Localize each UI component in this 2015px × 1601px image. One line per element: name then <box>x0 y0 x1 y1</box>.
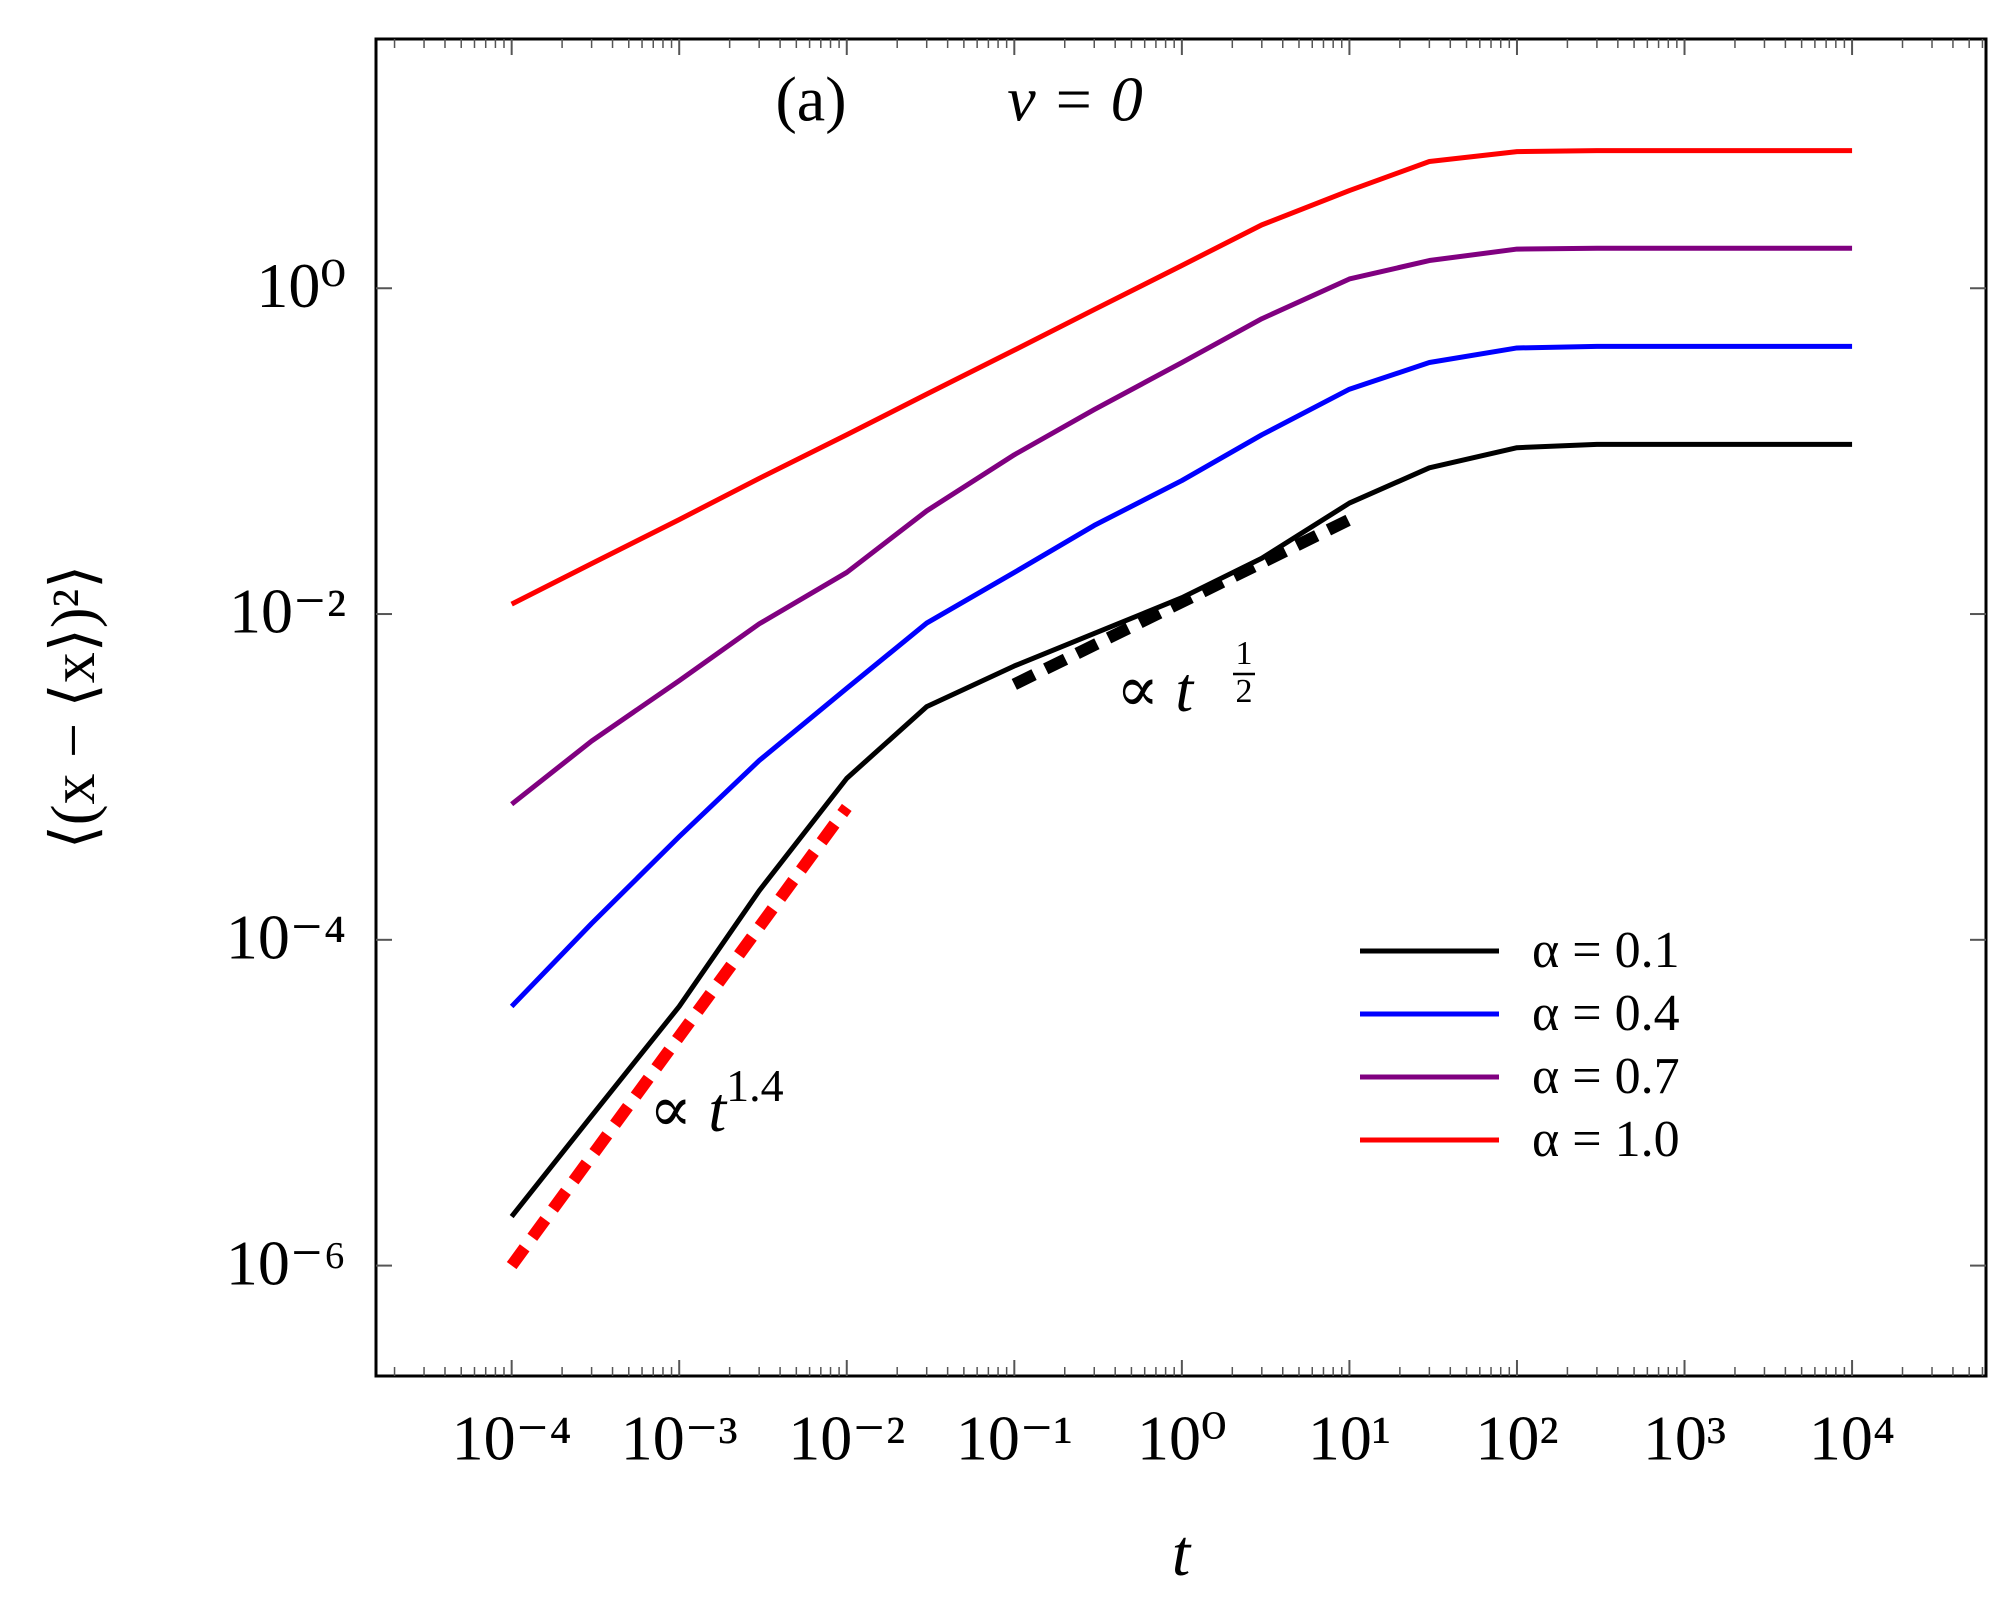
x-tick-label: 10⁴ <box>1809 1403 1895 1474</box>
legend-label: α = 0.4 <box>1532 985 1680 1042</box>
x-tick-label: 10⁰ <box>1137 1403 1227 1474</box>
y-tick-label: 10⁻⁶ <box>226 1227 346 1298</box>
x-tick-label: 10² <box>1475 1403 1558 1474</box>
reference-label: ∝ t1.4 <box>649 1060 784 1145</box>
reference-label-denominator: 2 <box>1236 673 1253 710</box>
reference-label-numerator: 1 <box>1236 635 1253 672</box>
reference-line <box>1011 514 1353 690</box>
x-tick-label: 10³ <box>1643 1403 1726 1474</box>
legend-label: α = 1.0 <box>1532 1111 1680 1168</box>
y-axis-label: ⟨(x − ⟨x⟩)²⟩ <box>40 565 108 850</box>
panel-label: (a) <box>775 64 846 135</box>
x-tick-label: 10¹ <box>1308 1403 1391 1474</box>
x-tick-label: 10⁻³ <box>621 1403 738 1474</box>
series-line <box>510 245 1853 807</box>
x-tick-label: 10⁻⁴ <box>452 1403 572 1474</box>
series-line <box>510 148 1853 607</box>
legend-label: α = 0.1 <box>1532 922 1680 979</box>
reference-label-text: ∝ t <box>1116 654 1195 725</box>
reference-label: ∝ t <box>1116 654 1195 725</box>
legend-label: α = 0.7 <box>1532 1048 1680 1105</box>
chart-title: v = 0 <box>1007 64 1143 135</box>
x-axis-label: t <box>1172 1517 1192 1590</box>
reference-label-exponent: 1.4 <box>726 1060 784 1111</box>
x-tick-label: 10⁻¹ <box>956 1403 1073 1474</box>
y-tick-label: 10⁻² <box>229 576 346 647</box>
y-tick-label: 10⁰ <box>256 250 346 321</box>
series-line <box>509 441 1853 1219</box>
series-line <box>509 343 1853 1009</box>
reference-line <box>506 803 852 1270</box>
reference-label-text: ∝ t <box>649 1074 728 1145</box>
y-tick-label: 10⁻⁴ <box>226 902 346 973</box>
x-tick-label: 10⁻² <box>788 1403 905 1474</box>
